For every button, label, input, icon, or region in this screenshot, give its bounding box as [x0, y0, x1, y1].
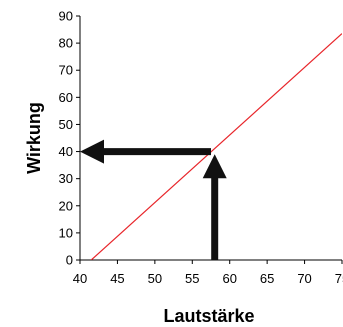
- y-axis-title: Wirkung: [24, 102, 44, 174]
- y-tick-label: 10: [59, 225, 73, 240]
- series-layer: [90, 33, 342, 260]
- y-tick-label: 80: [59, 36, 73, 51]
- x-axis-title: Lautstärke: [163, 306, 254, 326]
- x-axis-ticks: 40 45 50 55 60 65 70 75: [73, 260, 343, 286]
- y-tick-label: 0: [66, 253, 73, 268]
- x-tick-label: 40: [73, 271, 87, 286]
- y-tick-label: 60: [59, 90, 73, 105]
- x-tick-label: 55: [185, 271, 199, 286]
- x-tick-label: 50: [148, 271, 162, 286]
- y-tick-label: 40: [59, 144, 73, 159]
- y-tick-label: 20: [59, 198, 73, 213]
- series-line: [90, 33, 342, 260]
- y-tick-label: 90: [59, 9, 73, 24]
- y-axis-ticks: 0 10 20 30 40 50 60 70 80 90: [59, 9, 80, 268]
- y-tick-label: 70: [59, 63, 73, 78]
- arrow-left-icon: [80, 139, 211, 164]
- x-tick-label: 60: [222, 271, 236, 286]
- x-tick-label: 75: [335, 271, 343, 286]
- x-tick-label: 65: [260, 271, 274, 286]
- y-tick-label: 50: [59, 117, 73, 132]
- arrow-up-icon: [202, 154, 227, 260]
- y-tick-label: 30: [59, 171, 73, 186]
- x-tick-label: 70: [297, 271, 311, 286]
- annotation-layer: [80, 139, 227, 260]
- x-tick-label: 45: [110, 271, 124, 286]
